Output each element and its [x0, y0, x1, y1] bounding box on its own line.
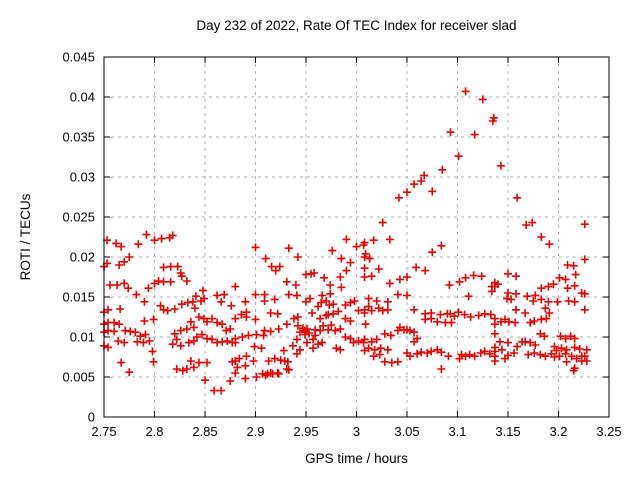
- tick-marks: [103, 56, 610, 418]
- svg-text:2.95: 2.95: [293, 424, 318, 439]
- svg-text:3.25: 3.25: [596, 424, 621, 439]
- svg-text:3.1: 3.1: [448, 424, 466, 439]
- grid-lines: [104, 57, 609, 417]
- svg-text:0.01: 0.01: [70, 330, 95, 345]
- svg-text:3.2: 3.2: [549, 424, 567, 439]
- svg-text:0: 0: [88, 410, 95, 425]
- svg-text:0.025: 0.025: [62, 210, 95, 225]
- svg-text:3.15: 3.15: [495, 424, 520, 439]
- svg-text:2.9: 2.9: [246, 424, 264, 439]
- svg-text:3: 3: [353, 424, 360, 439]
- svg-text:2.75: 2.75: [91, 424, 116, 439]
- svg-text:0.015: 0.015: [62, 290, 95, 305]
- svg-text:2.85: 2.85: [192, 424, 217, 439]
- svg-text:0.035: 0.035: [62, 130, 95, 145]
- svg-text:0.03: 0.03: [70, 170, 95, 185]
- svg-text:3.05: 3.05: [394, 424, 419, 439]
- svg-text:0.02: 0.02: [70, 250, 95, 265]
- scatter-points: [100, 87, 591, 395]
- svg-text:0.045: 0.045: [62, 50, 95, 65]
- svg-text:0.005: 0.005: [62, 370, 95, 385]
- chart-title: Day 232 of 2022, Rate Of TEC Index for r…: [196, 18, 517, 33]
- svg-text:2.8: 2.8: [145, 424, 163, 439]
- plot-border: [103, 56, 610, 418]
- x-axis-label: GPS time / hours: [305, 451, 408, 466]
- svg-text:0.04: 0.04: [70, 90, 95, 105]
- tick-labels: 2.75 2.8 2.85 2.9 2.95 3 3.05 3.1 3.15 3.2 3.25 0 0.…: [62, 50, 621, 440]
